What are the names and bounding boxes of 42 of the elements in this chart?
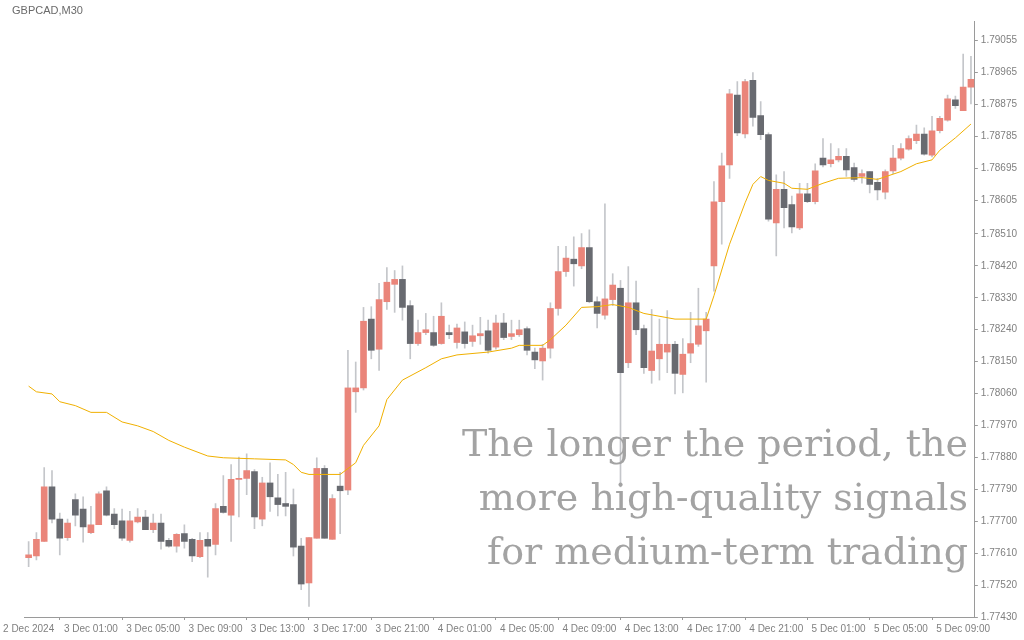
candlestick [219, 475, 227, 514]
x-tick-label: 4 Dec 05:00 [500, 622, 555, 634]
x-tick-label: 5 Dec 09:00 [936, 622, 991, 634]
x-tick-label: 4 Dec 13:00 [624, 622, 680, 634]
y-tick-label: 1.78330 [980, 291, 1018, 303]
x-tick-label: 3 Dec 17:00 [313, 622, 368, 634]
y-tick-label: 1.77790 [980, 483, 1018, 495]
x-tick-label: 3 Dec 05:00 [126, 622, 181, 634]
x-tick-label: 3 Dec 21:00 [375, 622, 430, 634]
y-tick-label: 1.77970 [980, 419, 1018, 431]
y-tick-label: 1.78150 [980, 355, 1018, 367]
x-tick-label: 4 Dec 09:00 [562, 622, 617, 634]
y-tick-label: 1.78875 [980, 98, 1018, 110]
y-tick-label: 1.78510 [980, 227, 1018, 239]
y-tick-label: 1.77610 [980, 546, 1018, 558]
x-tick-label: 3 Dec 09:00 [188, 622, 243, 634]
y-tick-label: 1.78695 [980, 162, 1018, 174]
x-tick-label: 3 Dec 01:00 [63, 622, 119, 634]
annotation: The longer the period, the more high-quality signals for medium-term trading [461, 420, 968, 575]
y-tick-label: 1.78965 [980, 66, 1018, 78]
y-tick-label: 1.77520 [980, 578, 1018, 590]
y-tick-label: 1.77880 [980, 451, 1018, 463]
x-tick-label: 4 Dec 17:00 [686, 622, 742, 634]
y-tick-label: 1.78420 [980, 259, 1018, 271]
y-tick-label: 1.78060 [980, 387, 1018, 399]
candlestick [204, 532, 212, 578]
x-tick-label: 5 Dec 01:00 [811, 622, 866, 634]
y-tick-label: 1.77700 [980, 515, 1018, 526]
y-tick-label: 1.77430 [980, 610, 1018, 622]
x-tick-label: 5 Dec 05:00 [873, 622, 929, 634]
x-tick-label: 4 Dec 01:00 [437, 622, 493, 634]
x-tick-label: 3 Dec 13:00 [250, 622, 306, 634]
y-tick-label: 1.78240 [980, 323, 1018, 335]
x-tick-label: 2 Dec 2024 [3, 622, 55, 634]
candlestick [827, 143, 835, 168]
y-tick-label: 1.78785 [980, 130, 1018, 142]
candlestick [445, 324, 453, 339]
chart-title: GBPCAD,M30 [12, 3, 83, 16]
y-tick-label: 1.79055 [980, 34, 1018, 46]
x-tick-label: 4 Dec 21:00 [749, 622, 804, 634]
candlestick [570, 236, 578, 287]
y-tick-label: 1.78605 [980, 194, 1018, 206]
